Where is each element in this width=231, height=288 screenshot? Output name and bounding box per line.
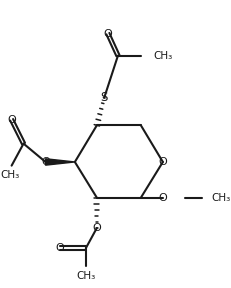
Text: CH₃: CH₃ (154, 51, 173, 61)
Text: S: S (100, 91, 108, 104)
Text: CH₃: CH₃ (0, 170, 19, 180)
Text: O: O (158, 193, 167, 203)
Text: O: O (158, 157, 167, 167)
Text: O: O (56, 243, 65, 253)
Polygon shape (46, 159, 75, 165)
Text: O: O (92, 223, 101, 233)
Text: O: O (7, 115, 16, 125)
Text: CH₃: CH₃ (211, 193, 231, 203)
Text: O: O (103, 29, 112, 39)
Text: CH₃: CH₃ (76, 271, 95, 281)
Text: O: O (41, 157, 50, 167)
